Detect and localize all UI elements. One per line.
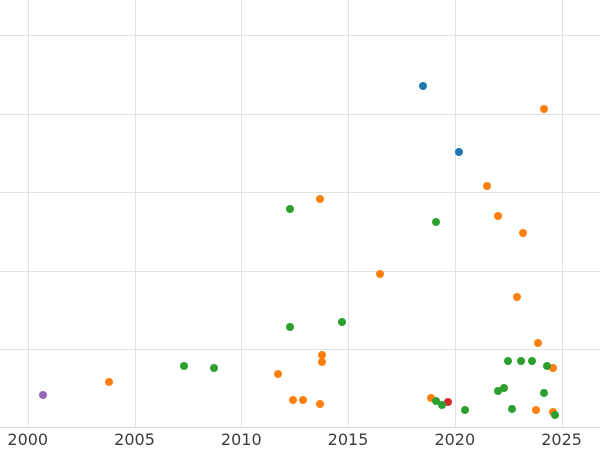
grid-line-horizontal xyxy=(0,35,600,37)
x-tick-label: 2025 xyxy=(541,430,582,449)
grid-line-vertical xyxy=(27,0,29,428)
data-point-orange xyxy=(493,211,502,220)
x-axis: 2000 2005 2010 2015 2020 2025 xyxy=(0,428,600,450)
data-point-orange xyxy=(316,194,325,203)
data-point-orange xyxy=(318,358,327,367)
data-point-green xyxy=(499,383,508,392)
x-axis-line xyxy=(0,427,600,428)
data-point-green xyxy=(286,204,295,213)
data-point-green xyxy=(508,405,517,414)
data-point-orange xyxy=(299,395,308,404)
x-tick-label: 2020 xyxy=(434,430,476,449)
data-point-green xyxy=(527,357,536,366)
data-point-green xyxy=(551,410,560,419)
data-point-orange xyxy=(519,229,528,238)
data-point-green xyxy=(504,357,513,366)
data-point-green xyxy=(542,361,551,370)
x-tick-label: 2005 xyxy=(114,430,155,449)
grid-line-horizontal xyxy=(0,270,600,272)
data-point-orange xyxy=(549,364,558,373)
x-tick-label: 2015 xyxy=(327,430,369,449)
data-point-orange xyxy=(482,182,491,191)
data-point-orange xyxy=(288,395,297,404)
x-tick-label: 2000 xyxy=(7,430,49,449)
data-point-purple xyxy=(38,391,47,400)
data-point-orange xyxy=(318,350,327,359)
data-point-orange xyxy=(273,369,282,378)
data-point-green xyxy=(179,361,188,370)
data-point-green xyxy=(540,388,549,397)
grid-line-vertical xyxy=(454,0,456,428)
grid-line-horizontal xyxy=(0,349,600,351)
grid-line-horizontal xyxy=(0,113,600,115)
data-point-orange xyxy=(376,270,385,279)
x-tick-label: 2010 xyxy=(220,430,262,449)
data-point-orange xyxy=(531,405,540,414)
grid-line-vertical xyxy=(241,0,243,428)
plot-area xyxy=(0,0,600,428)
data-point-green xyxy=(516,357,525,366)
data-point-green xyxy=(431,397,440,406)
data-point-green xyxy=(431,218,440,227)
data-point-green xyxy=(209,364,218,373)
data-point-green xyxy=(286,322,295,331)
data-point-red xyxy=(444,398,453,407)
data-point-orange xyxy=(512,292,521,301)
data-point-orange xyxy=(534,339,543,348)
grid-line-horizontal xyxy=(0,192,600,194)
data-point-blue xyxy=(455,147,464,156)
data-point-orange xyxy=(427,394,436,403)
data-point-orange xyxy=(316,399,325,408)
data-point-green xyxy=(437,401,446,410)
data-point-green xyxy=(337,317,346,326)
grid-line-vertical xyxy=(134,0,136,428)
data-point-green xyxy=(461,405,470,414)
grid-line-vertical xyxy=(561,0,563,428)
data-point-orange xyxy=(104,377,113,386)
grid-line-vertical xyxy=(348,0,350,428)
data-point-blue xyxy=(418,81,427,90)
data-point-orange xyxy=(540,105,549,114)
data-point-green xyxy=(493,387,502,396)
